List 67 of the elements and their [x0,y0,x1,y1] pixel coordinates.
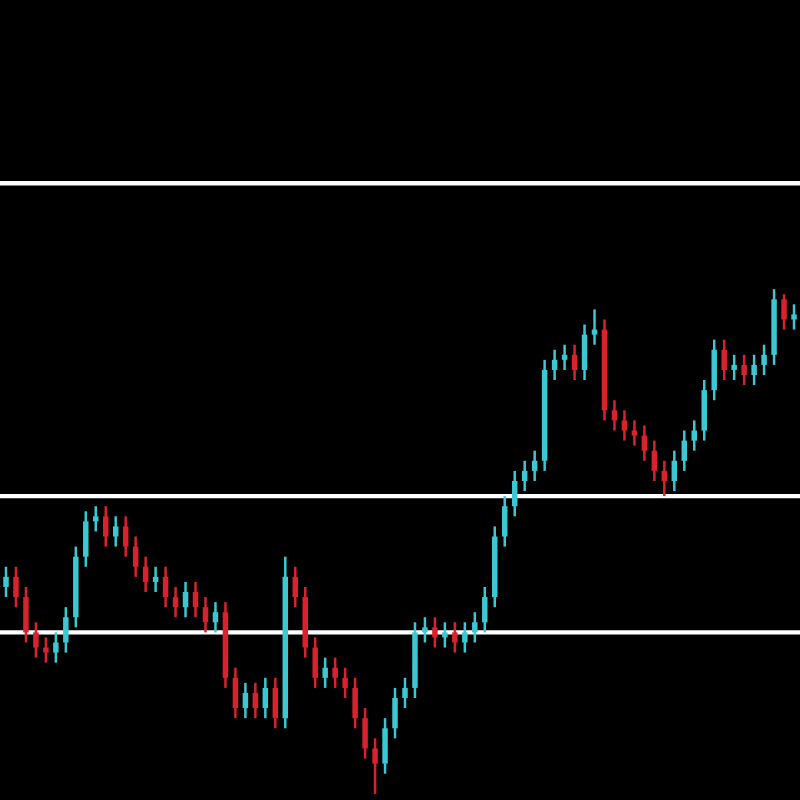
candlestick [272,676,279,730]
candlestick [551,348,558,382]
candlestick [452,621,458,654]
candlestick [63,605,69,654]
candlestick [132,535,139,579]
candlestick [142,555,149,594]
candlestick [741,353,747,387]
candlestick [392,686,398,740]
candlestick [362,706,368,760]
candlestick [721,338,727,382]
candlestick [202,595,209,634]
candlestick [462,621,468,654]
candlestick [292,565,298,609]
candlestick [242,681,249,720]
candlestick [761,343,767,377]
candlestick [731,353,737,382]
candlestick [382,716,388,775]
candlestick [102,504,109,548]
candlestick [212,600,219,634]
candlestick [502,494,508,548]
candlestick [33,621,39,659]
candlestick [232,666,239,720]
candlestick [23,585,29,644]
candlestick [182,580,189,619]
candlestick [93,504,99,533]
candlestick [521,459,528,493]
candlestick [791,303,797,331]
candlestick [651,439,658,483]
candlestick [332,656,338,690]
candlestick [53,631,59,664]
candlestick [352,676,358,730]
candlestick [192,580,199,619]
candlestick [322,656,328,690]
candlestick [122,515,129,558]
candlestick [342,666,348,700]
candlestick [661,459,668,498]
candlestick [422,616,428,644]
candlestick [442,621,448,649]
candlestick [621,409,628,442]
candlestick [482,585,488,634]
candlestick [262,676,269,720]
candlestick [13,565,19,609]
candlestick [83,510,89,569]
candlestick [681,429,688,473]
candlestick [162,565,169,609]
candlestick [402,676,408,710]
candlestick [112,515,119,548]
candlestick [611,398,618,432]
candlestick [372,737,378,796]
candlestick [641,424,648,463]
candlestick [252,681,259,720]
candlestick [711,338,717,402]
candlestick [531,449,538,483]
candlestick [511,469,518,518]
candlestick [3,565,9,599]
candlestick [432,616,438,649]
candlestick [781,292,787,331]
candlestick [691,419,698,452]
candlestick [751,353,757,387]
candlestick [671,449,678,493]
candlestick [581,323,588,382]
candlestick [701,378,707,442]
candlestick [43,636,49,664]
candlestick [172,585,179,619]
candlestick [571,343,578,382]
candlestick [472,610,478,644]
candlestick [312,636,318,690]
